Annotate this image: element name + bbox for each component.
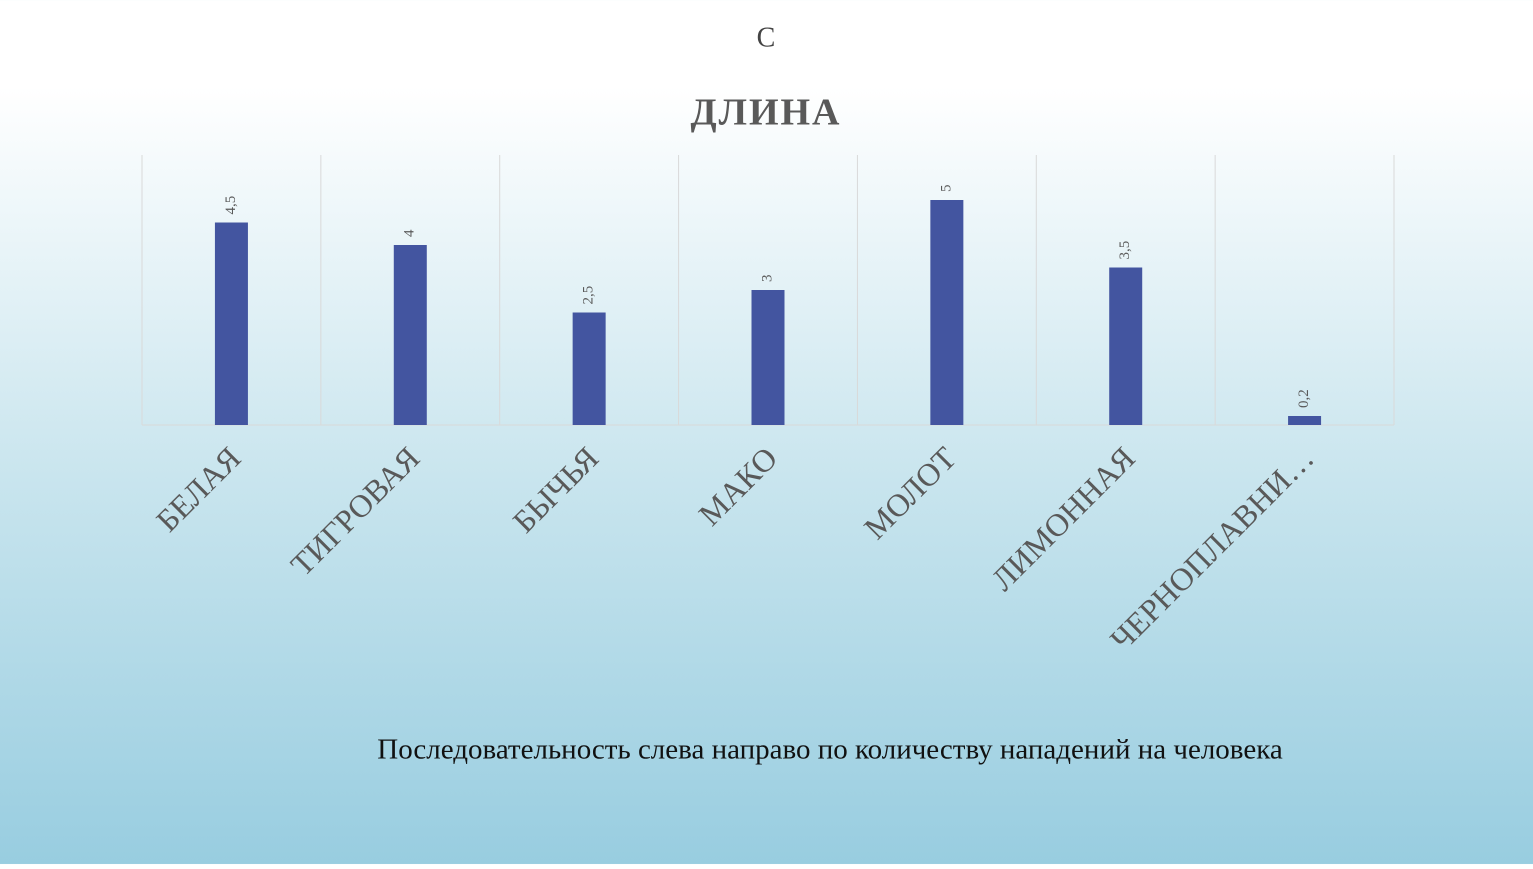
bar: [751, 290, 785, 425]
value-label: 4: [402, 229, 418, 237]
x-tick-label: ТИГРОВАЯ: [283, 440, 426, 583]
bar: [930, 200, 964, 425]
bar: [214, 222, 248, 425]
chart-title: ДЛИНА: [690, 92, 841, 134]
x-tick-label: БЕЛАЯ: [149, 440, 248, 539]
value-label: 3: [759, 275, 775, 283]
x-tick-label: ЛИМОННАЯ: [984, 440, 1142, 598]
bar: [393, 245, 427, 425]
x-tick-label: МОЛОТ: [857, 439, 964, 546]
x-tick-label: ЧЕРНОПЛАВНИ…: [1103, 440, 1321, 658]
value-label: 4,5: [223, 196, 239, 215]
value-label: 2,5: [581, 286, 597, 305]
x-tick-label: БЫЧЬЯ: [506, 440, 606, 540]
bar: [1109, 267, 1143, 425]
bar: [1288, 416, 1322, 425]
value-label: 0,2: [1296, 389, 1312, 408]
header: С: [757, 22, 776, 53]
caption: Последовательность слева направо по коли…: [377, 734, 1283, 766]
value-label: 5: [938, 185, 954, 193]
value-label: 3,5: [1117, 241, 1133, 260]
x-tick-label: МАКО: [691, 440, 784, 533]
bar: [572, 312, 606, 425]
